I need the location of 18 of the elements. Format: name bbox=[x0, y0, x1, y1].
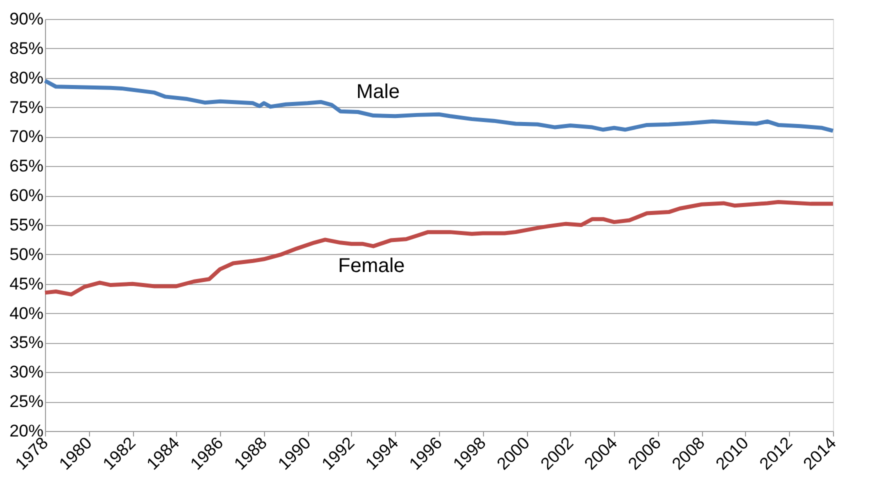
y-tick-label: 85% bbox=[9, 38, 44, 58]
y-tick-label: 40% bbox=[9, 304, 44, 323]
y-tick-label: 35% bbox=[9, 333, 44, 352]
y-tick-label: 65% bbox=[9, 156, 44, 176]
y-tick-label: 45% bbox=[9, 274, 44, 294]
series-label: Female bbox=[338, 254, 405, 277]
y-tick-label: 50% bbox=[9, 244, 44, 264]
y-tick-label: 70% bbox=[9, 127, 44, 146]
y-tick-label: 25% bbox=[9, 392, 44, 412]
line-series bbox=[43, 200, 835, 296]
y-tick-label: 30% bbox=[9, 362, 44, 382]
y-tick-label: 55% bbox=[9, 216, 44, 234]
y-tick-label: 90% bbox=[9, 10, 44, 28]
y-tick-label: 80% bbox=[9, 68, 44, 88]
y-tick-label: 75% bbox=[9, 98, 44, 117]
line-series bbox=[43, 78, 835, 133]
y-tick-label: 60% bbox=[9, 186, 44, 206]
series-label: Male bbox=[356, 80, 400, 103]
